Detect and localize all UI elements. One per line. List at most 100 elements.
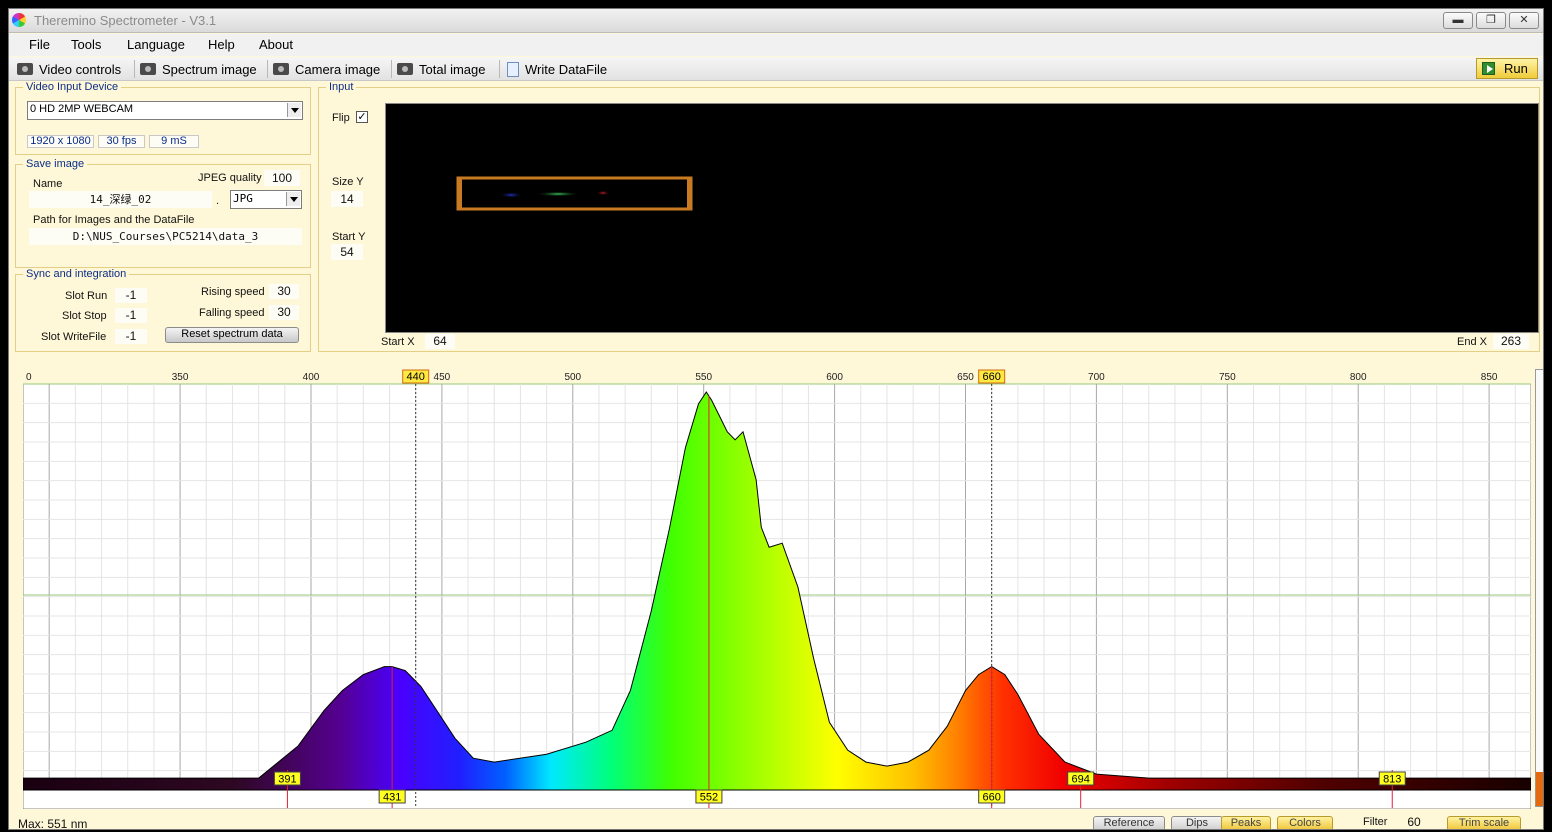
peak-labels: 391 431 552 660 694 813 <box>273 771 1406 804</box>
peak-label-box <box>1067 771 1095 786</box>
extension-dot: . <box>216 195 220 207</box>
spectrum-chart[interactable]: 0 350 400 450 500 550 600 650 700 750 800 850 440 66… <box>23 369 1531 809</box>
flip-label: Flip <box>332 112 350 124</box>
sync-title: Sync and integration <box>23 268 130 280</box>
colors-button[interactable]: Colors <box>1277 816 1333 829</box>
image-name-field[interactable]: 14_深绿_02 <box>29 191 212 208</box>
jpeg-quality-field[interactable]: 100 <box>264 170 300 186</box>
camera-icon <box>397 63 413 75</box>
peak-label-box <box>273 771 301 786</box>
axis-tick-label: 350 <box>172 372 189 383</box>
app-window: Theremino Spectrometer - V3.1 ▬ ❐ ✕ File… <box>8 8 1544 830</box>
toolbar-separator <box>499 60 500 78</box>
chevron-down-icon <box>286 192 300 206</box>
write-datafile-label: Write DataFile <box>525 61 608 77</box>
toolbar-separator <box>134 60 135 78</box>
close-button[interactable]: ✕ <box>1509 12 1539 29</box>
document-icon <box>507 61 519 77</box>
reset-spectrum-button[interactable]: Reset spectrum data <box>165 327 299 343</box>
size-y-field[interactable]: 14 <box>331 191 363 207</box>
camera-image-button[interactable]: Camera image <box>273 60 380 78</box>
toolbar: Video controls Spectrum image Camera ima… <box>9 57 1543 81</box>
path-label: Path for Images and the DataFile <box>33 214 195 226</box>
menu-about[interactable]: About <box>259 37 293 52</box>
spectrum-image-button[interactable]: Spectrum image <box>140 60 257 78</box>
slot-stop-field[interactable]: -1 <box>115 308 147 323</box>
cursor-marker-box[interactable] <box>402 369 430 384</box>
video-controls-button[interactable]: Video controls <box>17 60 121 78</box>
end-x-field[interactable]: 263 <box>1493 334 1529 349</box>
total-image-label: Total image <box>419 61 486 77</box>
axis-tick-label: 550 <box>695 372 712 383</box>
blue-spectral-band <box>499 192 523 198</box>
menu-file[interactable]: File <box>29 37 50 52</box>
save-image-title: Save image <box>23 158 88 170</box>
axis-tick-label: 750 <box>1219 372 1236 383</box>
peak-label: 552 <box>700 792 718 804</box>
peaks-button[interactable]: Peaks <box>1221 816 1271 829</box>
axis-tick-label: 800 <box>1350 372 1367 383</box>
trim-scale-button[interactable]: Trim scale <box>1447 816 1521 829</box>
image-format-select[interactable]: JPG <box>230 190 302 209</box>
run-button[interactable]: Run <box>1476 58 1538 79</box>
falling-speed-field[interactable]: 30 <box>269 305 299 320</box>
slot-writefile-field[interactable]: -1 <box>115 329 147 344</box>
video-device-value: 0 HD 2MP WEBCAM <box>30 103 134 115</box>
axis-tick-label: 650 <box>957 372 974 383</box>
camera-view[interactable] <box>385 103 1539 333</box>
axis-tick-label: 500 <box>564 372 581 383</box>
write-datafile-button[interactable]: Write DataFile <box>507 60 607 78</box>
camera-image-label: Camera image <box>295 61 381 77</box>
flip-checkbox[interactable]: ✓ <box>356 111 368 123</box>
green-spectral-band <box>536 191 580 197</box>
app-logo-icon <box>12 13 26 27</box>
spectrum-area <box>23 391 1531 791</box>
filter-field[interactable]: 60 <box>1407 815 1421 829</box>
camera-icon <box>140 63 156 75</box>
peak-label: 694 <box>1072 774 1090 786</box>
chevron-down-icon <box>287 103 301 117</box>
video-input-title: Video Input Device <box>23 81 122 93</box>
peak-label-box <box>378 789 406 804</box>
video-device-select[interactable]: 0 HD 2MP WEBCAM <box>27 101 303 120</box>
datafile-path-field[interactable]: D:\NUS_Courses\PC5214\data_3 <box>29 228 302 245</box>
dips-button[interactable]: Dips <box>1171 816 1223 829</box>
menu-tools[interactable]: Tools <box>71 37 102 52</box>
cursor-marker-label[interactable]: 440 <box>407 371 425 383</box>
rising-speed-field[interactable]: 30 <box>269 284 299 299</box>
name-label: Name <box>33 178 63 190</box>
toolbar-separator <box>267 60 268 78</box>
exposure-box: 9 mS <box>149 135 199 148</box>
restore-button[interactable]: ❐ <box>1476 12 1506 29</box>
start-x-label: Start X <box>381 336 415 348</box>
peak-label-box <box>695 789 723 804</box>
peak-label: 813 <box>1383 774 1401 786</box>
wavelength-markers[interactable]: 440 660 <box>402 369 1006 384</box>
roi-left-handle[interactable] <box>457 178 462 209</box>
slot-run-field[interactable]: -1 <box>115 288 147 303</box>
title-bar: Theremino Spectrometer - V3.1 ▬ ❐ ✕ <box>9 9 1543 33</box>
cursor-marker-box[interactable] <box>978 369 1006 384</box>
level-indicator <box>1535 369 1543 807</box>
axis-tick-label: 450 <box>434 372 451 383</box>
camera-frame <box>456 176 693 211</box>
total-image-button[interactable]: Total image <box>397 60 485 78</box>
peak-label-box <box>978 789 1006 804</box>
camera-icon <box>273 63 289 75</box>
axis-tick-label: 400 <box>303 372 320 383</box>
roi-right-handle[interactable] <box>687 178 692 209</box>
jpeg-quality-label: JPEG quality <box>198 172 262 184</box>
cursor-marker-label[interactable]: 660 <box>983 371 1001 383</box>
reference-button[interactable]: Reference <box>1093 816 1165 829</box>
start-x-field[interactable]: 64 <box>425 334 455 349</box>
minimize-button[interactable]: ▬ <box>1443 12 1473 29</box>
menu-language[interactable]: Language <box>127 37 185 52</box>
window-title: Theremino Spectrometer - V3.1 <box>34 13 217 28</box>
start-y-field[interactable]: 54 <box>331 244 363 260</box>
peak-label: 431 <box>383 792 401 804</box>
peak-label: 391 <box>278 774 296 786</box>
menu-help[interactable]: Help <box>208 37 235 52</box>
level-indicator-fill <box>1536 772 1543 806</box>
filter-label: Filter <box>1363 816 1388 828</box>
peak-label: 660 <box>983 792 1001 804</box>
